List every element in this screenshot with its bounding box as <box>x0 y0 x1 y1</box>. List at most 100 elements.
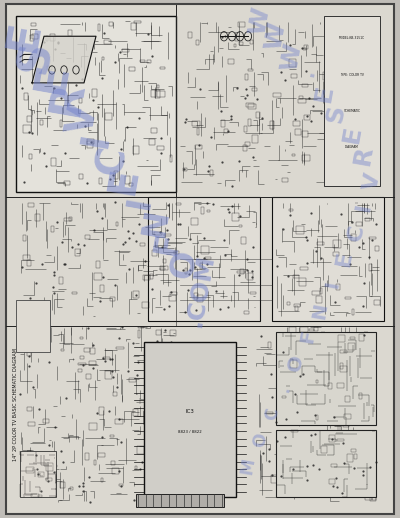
Bar <box>336 284 340 290</box>
Bar <box>345 439 348 444</box>
Bar <box>272 197 384 321</box>
Bar <box>291 74 297 78</box>
Bar <box>372 494 376 500</box>
Bar <box>337 439 344 441</box>
Text: R: R <box>350 144 378 167</box>
Text: E: E <box>311 83 337 104</box>
Bar <box>366 218 370 221</box>
Bar <box>36 459 38 462</box>
Bar <box>368 108 371 113</box>
Bar <box>99 178 102 184</box>
Bar <box>79 174 83 179</box>
Text: IC3: IC3 <box>186 409 194 414</box>
Bar <box>369 181 372 185</box>
Bar <box>369 109 372 114</box>
Text: N: N <box>137 206 175 239</box>
Bar <box>356 222 362 226</box>
Bar <box>75 249 80 256</box>
Bar <box>316 296 322 303</box>
Bar <box>365 497 372 499</box>
Bar <box>334 48 339 55</box>
Bar <box>28 203 34 207</box>
Bar <box>39 327 45 329</box>
Bar <box>196 40 199 45</box>
Bar <box>234 45 236 47</box>
Bar <box>327 341 332 348</box>
Bar <box>252 135 258 143</box>
Bar <box>239 225 242 227</box>
Bar <box>105 113 112 120</box>
Bar <box>47 66 52 70</box>
Bar <box>304 46 308 49</box>
Bar <box>345 396 350 402</box>
Bar <box>232 213 239 221</box>
Text: I: I <box>76 130 116 150</box>
Bar <box>194 293 198 299</box>
Bar <box>119 484 123 486</box>
Text: F: F <box>150 229 186 257</box>
Bar <box>292 153 294 156</box>
Bar <box>94 274 102 280</box>
Bar <box>241 237 246 243</box>
Bar <box>183 168 187 171</box>
Text: I: I <box>354 202 374 213</box>
Bar <box>23 255 30 260</box>
Bar <box>309 328 314 332</box>
Bar <box>96 261 100 268</box>
Bar <box>345 297 351 299</box>
Bar <box>368 386 375 389</box>
Bar <box>89 361 96 365</box>
Bar <box>375 459 376 465</box>
Bar <box>164 466 171 471</box>
Bar <box>347 454 353 462</box>
Bar <box>290 360 297 368</box>
Bar <box>114 171 118 179</box>
Text: 14" 2P COLOR TV BASIC SCHEMATIC DIAGRAM: 14" 2P COLOR TV BASIC SCHEMATIC DIAGRAM <box>14 348 18 461</box>
Bar <box>314 327 318 331</box>
Bar <box>333 252 338 256</box>
Bar <box>302 83 308 87</box>
Bar <box>240 269 244 274</box>
Bar <box>244 311 249 313</box>
Bar <box>27 407 32 411</box>
Bar <box>374 300 380 305</box>
Bar <box>80 337 83 339</box>
Bar <box>85 453 89 460</box>
Bar <box>299 96 303 98</box>
Bar <box>87 139 94 144</box>
Bar <box>27 260 31 266</box>
Bar <box>247 272 253 280</box>
Bar <box>116 222 118 226</box>
Bar <box>147 60 151 63</box>
Bar <box>152 250 157 256</box>
Bar <box>110 435 114 437</box>
Bar <box>357 111 362 113</box>
Bar <box>46 478 52 481</box>
Bar <box>242 145 247 151</box>
Bar <box>299 278 306 286</box>
Bar <box>31 494 39 497</box>
Bar <box>273 93 281 97</box>
Bar <box>157 458 164 461</box>
Bar <box>316 415 318 420</box>
Bar <box>157 91 165 97</box>
Bar <box>293 121 300 126</box>
Text: MODEL:KB-3151C: MODEL:KB-3151C <box>339 36 365 40</box>
Text: O: O <box>250 431 270 449</box>
Bar <box>133 291 139 298</box>
Bar <box>271 476 276 483</box>
Text: F: F <box>298 328 318 345</box>
Bar <box>192 121 200 126</box>
Bar <box>157 147 164 150</box>
Bar <box>130 183 133 186</box>
Bar <box>78 363 86 365</box>
Bar <box>340 366 347 372</box>
Bar <box>197 128 199 135</box>
Bar <box>328 383 332 388</box>
Bar <box>43 419 49 423</box>
Bar <box>351 234 356 241</box>
Bar <box>228 59 234 64</box>
Bar <box>170 155 172 163</box>
Bar <box>202 246 209 254</box>
Bar <box>160 266 168 269</box>
